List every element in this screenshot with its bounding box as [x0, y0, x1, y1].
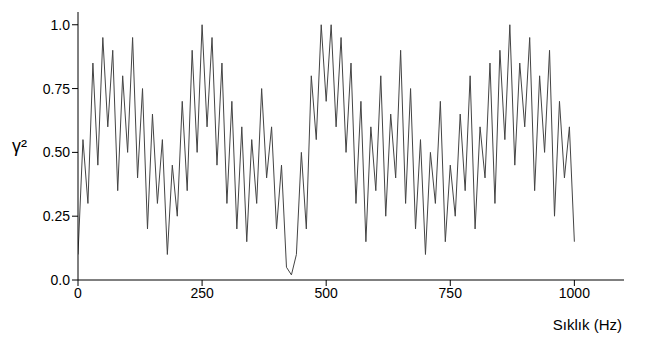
svg-text:250: 250: [190, 285, 214, 301]
svg-text:0: 0: [74, 285, 82, 301]
svg-text:0.50: 0.50: [43, 144, 70, 160]
svg-text:Sıklık (Hz): Sıklık (Hz): [553, 316, 622, 333]
svg-text:1.0: 1.0: [51, 17, 71, 33]
svg-text:500: 500: [315, 285, 339, 301]
svg-text:0.0: 0.0: [51, 272, 71, 288]
svg-text:0.75: 0.75: [43, 81, 70, 97]
svg-text:750: 750: [439, 285, 463, 301]
svg-text:1000: 1000: [559, 285, 590, 301]
svg-text:γ²: γ²: [12, 136, 27, 156]
svg-text:0.25: 0.25: [43, 208, 70, 224]
